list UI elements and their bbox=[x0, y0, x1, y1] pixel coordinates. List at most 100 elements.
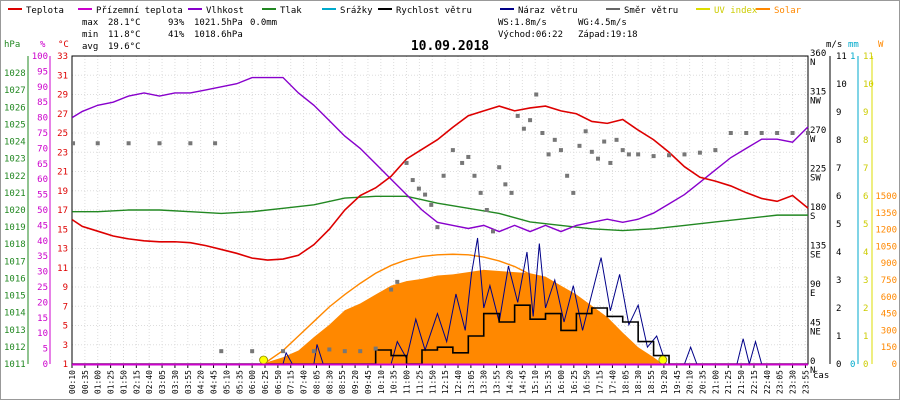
wind-direction-point bbox=[528, 118, 533, 123]
tick-watts: 300 bbox=[881, 326, 897, 336]
tick-percent: 85 bbox=[37, 98, 48, 108]
tick-percent: 30 bbox=[37, 268, 48, 278]
legend-label-prizemni: Přízemní teplota bbox=[96, 6, 183, 16]
tick-percent: 20 bbox=[37, 298, 48, 308]
stat-min-temp: 11.8°C bbox=[108, 30, 141, 40]
tick-ms: 1 bbox=[836, 332, 841, 342]
x-tick-label: 12:40 bbox=[454, 370, 463, 394]
x-tick-label: 03:30 bbox=[171, 370, 180, 394]
stat-sunrise: Východ:06:22 bbox=[498, 30, 563, 40]
tick-mm: 0 bbox=[850, 360, 855, 370]
x-tick-label: 14:20 bbox=[505, 370, 514, 394]
stat-min-hum: 41% bbox=[168, 30, 185, 40]
tick-uv: 5 bbox=[863, 220, 868, 230]
wind-direction-point bbox=[311, 349, 316, 354]
tick-celsius: 17 bbox=[57, 206, 68, 216]
wind-direction-point bbox=[157, 141, 162, 146]
tick-direction-name: SW bbox=[810, 174, 821, 184]
left-axes: hPa1011101210131014101510161017101810191… bbox=[4, 40, 69, 370]
tick-uv: 1 bbox=[863, 332, 868, 342]
x-tick-label: 02:15 bbox=[132, 370, 141, 394]
tick-uv: 0 bbox=[863, 360, 868, 370]
tick-percent: 65 bbox=[37, 160, 48, 170]
wind-direction-point bbox=[435, 225, 440, 230]
tick-hpa: 1018 bbox=[4, 240, 26, 250]
wind-direction-point bbox=[515, 113, 520, 118]
chart-title: 10.09.2018 bbox=[411, 39, 489, 54]
x-tick-label: 11:00 bbox=[403, 370, 412, 394]
tick-percent: 60 bbox=[37, 175, 48, 185]
wind-direction-point bbox=[596, 156, 601, 161]
x-tick-label: 20:10 bbox=[686, 370, 695, 394]
tick-celsius: 9 bbox=[63, 283, 68, 293]
tick-watts: 1050 bbox=[875, 242, 897, 252]
tick-direction-name: N bbox=[810, 58, 815, 68]
legend-label-smer: Směr větru bbox=[624, 6, 678, 16]
wind-direction-point bbox=[697, 150, 702, 155]
wind-direction-point bbox=[484, 208, 489, 212]
wind-direction-point bbox=[620, 148, 625, 153]
tick-uv: 8 bbox=[863, 136, 868, 146]
wind-direction-point bbox=[478, 190, 483, 195]
x-tick-label: 14:45 bbox=[518, 370, 527, 394]
tick-celsius: 5 bbox=[63, 322, 68, 332]
tick-uv: 6 bbox=[863, 192, 868, 202]
x-tick-label: 16:50 bbox=[583, 370, 592, 394]
x-tick-label: 03:05 bbox=[158, 370, 167, 394]
stat-min-press: 1018.6hPa bbox=[194, 30, 243, 40]
tick-watts: 1500 bbox=[875, 192, 897, 202]
x-tick-label: 23:55 bbox=[801, 370, 810, 394]
wind-direction-point bbox=[558, 148, 563, 153]
x-tick-label: 01:50 bbox=[119, 370, 128, 394]
wind-direction-point bbox=[342, 349, 347, 354]
x-tick-label: 21:00 bbox=[711, 370, 720, 394]
legend-label-naraz: Náraz větru bbox=[518, 6, 578, 16]
wind-direction-point bbox=[429, 202, 434, 207]
tick-hpa: 1024 bbox=[4, 138, 26, 148]
tick-ms: 8 bbox=[836, 136, 841, 146]
wind-direction-point bbox=[651, 154, 656, 159]
x-tick-label: 08:05 bbox=[312, 370, 321, 394]
wind-direction-point bbox=[441, 173, 446, 178]
tick-direction-deg: 180 bbox=[810, 203, 826, 213]
tick-uv: 4 bbox=[863, 248, 868, 258]
tick-celsius: 13 bbox=[57, 245, 68, 255]
wind-direction-point bbox=[281, 349, 286, 354]
tick-watts: 0 bbox=[892, 360, 897, 370]
tick-direction-name: E bbox=[810, 289, 815, 299]
wind-direction-point bbox=[728, 131, 733, 135]
tick-celsius: 29 bbox=[57, 91, 68, 101]
wind-direction-point bbox=[546, 152, 551, 157]
stat-ws: WS:1.8m/s bbox=[498, 18, 547, 28]
x-tick-label: 01:25 bbox=[107, 370, 116, 394]
tick-direction-name: NW bbox=[810, 97, 821, 107]
stat-max-temp: 28.1°C bbox=[108, 18, 141, 28]
tick-direction-name: S bbox=[810, 212, 815, 222]
x-tick-label: 13:05 bbox=[467, 370, 476, 394]
tick-ms: 3 bbox=[836, 276, 841, 286]
tick-hpa: 1019 bbox=[4, 223, 26, 233]
wind-direction-point bbox=[126, 141, 131, 146]
wind-direction-point bbox=[410, 178, 415, 183]
wind-direction-point bbox=[806, 131, 810, 135]
x-tick-label: 12:15 bbox=[441, 370, 450, 394]
tick-watts: 1200 bbox=[875, 226, 897, 236]
stat-sunset: Západ:19:18 bbox=[578, 30, 638, 40]
tick-percent: 95 bbox=[37, 67, 48, 77]
axis-label-mm: mm bbox=[848, 40, 859, 50]
tick-uv: 7 bbox=[863, 164, 868, 174]
tick-direction-deg: 0 bbox=[810, 357, 815, 367]
tick-direction-deg: 270 bbox=[810, 126, 826, 136]
x-axis-label: čas bbox=[813, 370, 829, 381]
wind-direction-point bbox=[71, 141, 76, 146]
tick-celsius: 7 bbox=[63, 302, 68, 312]
tick-ms: 4 bbox=[836, 248, 841, 258]
wind-direction-point bbox=[404, 160, 409, 165]
tick-percent: 55 bbox=[37, 191, 48, 201]
wind-direction-point bbox=[775, 131, 780, 135]
x-tick-label: 10:35 bbox=[390, 370, 399, 394]
wind-direction-point bbox=[577, 143, 582, 148]
tick-ms: 0 bbox=[836, 360, 841, 370]
legend: Teplota Přízemní teplota Vlhkost Tlak Srážky… bbox=[8, 6, 802, 16]
